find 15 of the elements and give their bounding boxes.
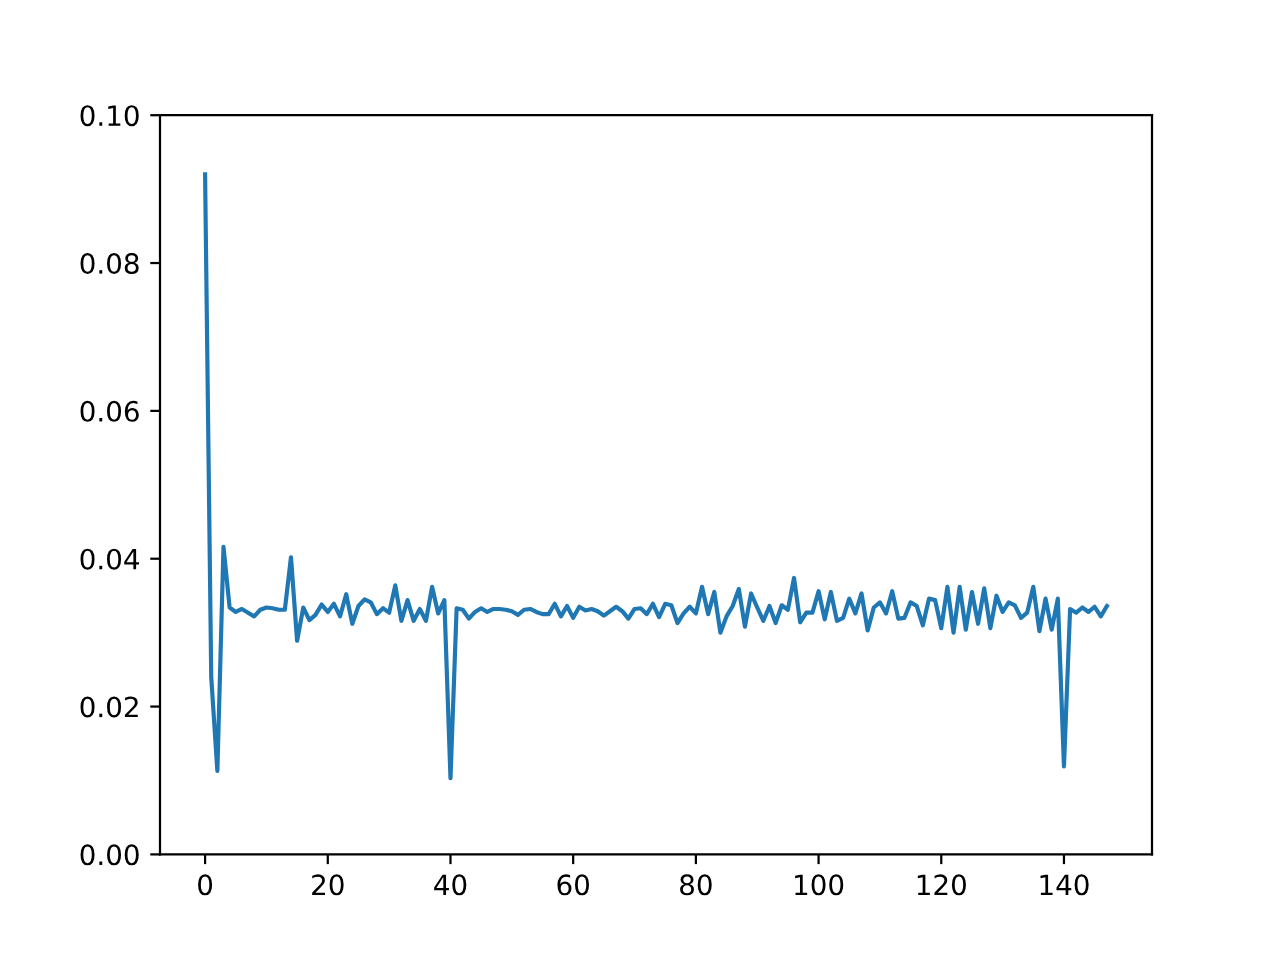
y-tick-label: 0.06 [80,400,139,422]
line-series [203,172,1109,781]
x-tick-label: 20 [312,874,344,896]
y-tick-label: 0.00 [80,844,139,866]
y-tick-label: 0.02 [80,696,138,718]
y-tick-label: 0.08 [80,252,139,274]
x-tick-label: 120 [917,874,966,896]
x-tick-label: 0 [198,874,213,896]
x-tick-label: 60 [557,874,590,896]
y-tick-label: 0.10 [80,105,139,127]
x-tick-label: 100 [795,874,844,896]
x-tick-label: 40 [434,874,467,896]
x-tick-label: 80 [680,874,712,896]
x-tick-label: 140 [1040,874,1089,896]
y-tick-label: 0.04 [80,548,139,570]
